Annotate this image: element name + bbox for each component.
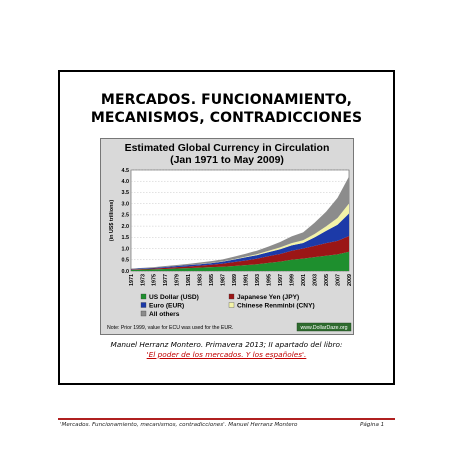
x-tick-label: 2009 [347, 274, 353, 286]
x-tick-label: 2001 [301, 274, 307, 286]
legend-label: US Dollar (USD) [149, 294, 199, 301]
watermark-text: www.DollarDaze.org [301, 325, 348, 331]
legend-label: Chinese Renminbi (CNY) [237, 303, 315, 310]
legend-label: All others [149, 311, 180, 318]
currency-chart: Estimated Global Currency in Circulation… [100, 138, 354, 335]
y-tick-label: 0.0 [122, 269, 130, 275]
legend-swatch [228, 302, 235, 308]
y-tick-label: 1.0 [122, 246, 130, 252]
x-tick-label: 1973 [140, 274, 146, 286]
page-title-line2: MECANISMOS, CONTRADICCIONES [90, 110, 363, 126]
y-tick-label: 3.0 [122, 201, 130, 207]
legend-label: Japanese Yen (JPY) [237, 294, 299, 301]
x-tick-label: 1971 [129, 274, 135, 286]
y-tick-label: 3.5 [122, 190, 130, 196]
x-tick-label: 1993 [255, 274, 261, 286]
area-series-us-dollar [131, 251, 349, 271]
legend-swatch [140, 302, 147, 308]
footer-page-number: Página 1 [360, 422, 385, 428]
y-tick-label: 2.5 [122, 213, 130, 219]
legend-swatch [140, 293, 147, 300]
y-tick-label: 4.0 [122, 179, 130, 185]
chart-note: Note: Prior 1999, value for ECU was used… [107, 325, 233, 331]
footer-left-text: 'Mercados. Funcionamiento, mecanismos, c… [60, 422, 298, 428]
x-tick-label: 1997 [278, 274, 284, 286]
area-series-japanese-yen [131, 235, 349, 270]
x-tick-label: 1987 [221, 274, 227, 286]
caption-author: Manuel Herranz Montero. Primavera 2013; … [110, 340, 343, 349]
x-tick-label: 1979 [175, 274, 181, 286]
x-tick-label: 2005 [324, 274, 330, 286]
y-axis-label: (in US$ trillions) [109, 200, 115, 242]
legend-label: Euro (EUR) [149, 303, 184, 310]
y-tick-label: 0.5 [122, 258, 130, 264]
x-tick-label: 1995 [266, 274, 272, 286]
legend-swatch [140, 310, 147, 317]
x-tick-label: 1989 [232, 274, 238, 286]
x-tick-label: 1999 [289, 274, 295, 286]
y-tick-label: 2.0 [122, 224, 130, 230]
chart-subtitle: (Jan 1971 to May 2009) [170, 154, 284, 166]
page-title-line1: MERCADOS. FUNCIONAMIENTO, [100, 92, 353, 108]
legend-swatch [228, 293, 235, 300]
x-tick-label: 1991 [244, 274, 250, 286]
x-tick-label: 1981 [186, 274, 192, 286]
x-tick-label: 2003 [312, 274, 318, 286]
y-tick-label: 1.5 [122, 235, 130, 241]
caption-book-link[interactable]: 'El poder de los mercados. Y los español… [146, 350, 307, 359]
x-tick-label: 1977 [163, 274, 169, 286]
chart-title: Estimated Global Currency in Circulation [124, 142, 330, 154]
watermark-badge [296, 322, 352, 332]
x-tick-label: 1983 [198, 274, 204, 286]
x-tick-label: 2007 [335, 274, 341, 286]
x-tick-label: 1975 [152, 274, 158, 286]
x-tick-label: 1985 [209, 274, 215, 286]
page-frame [58, 70, 395, 385]
chart-canvas: 0.0 0.5 1.0 1.5 2.0 2.5 3.0 3.5 4.0 4.5 (in US$ tr… [107, 168, 353, 332]
y-tick-label: 4.5 [122, 168, 130, 174]
footer-rule [58, 418, 395, 420]
